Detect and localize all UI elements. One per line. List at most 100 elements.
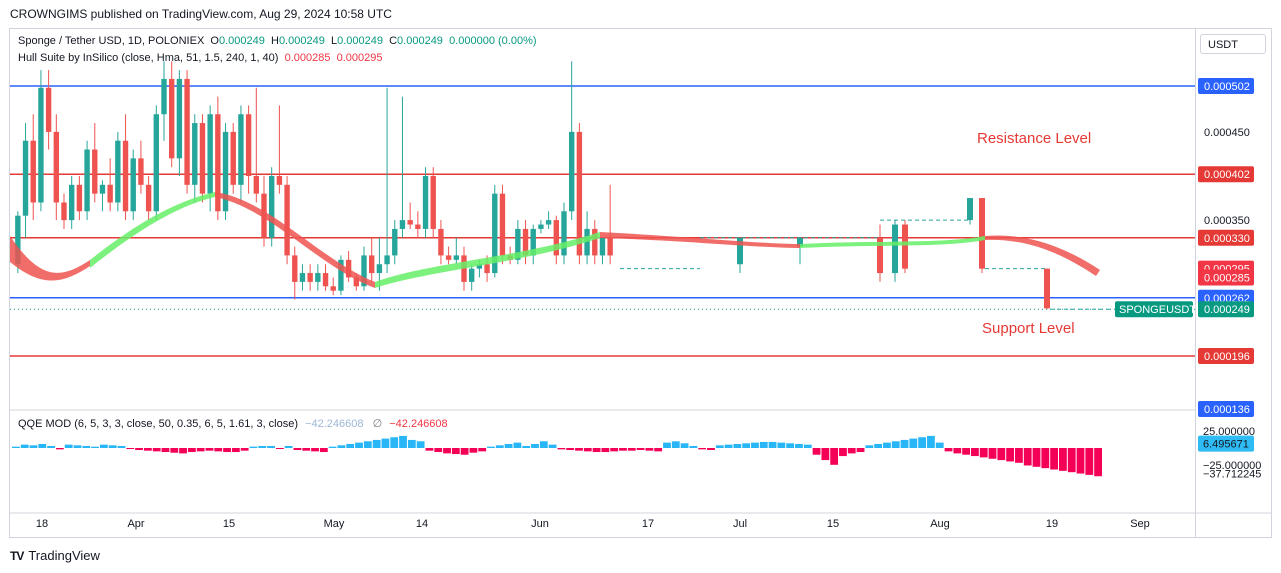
qqe-bar [847,448,856,454]
price-tick-label: 0.000450 [1204,127,1250,139]
candle-body [276,176,283,185]
footer-brand-text: TradingView [28,548,100,563]
qqe-bar [152,448,161,452]
candle-body [184,78,190,185]
qqe-bar [742,443,751,448]
qqe-bar [953,448,962,454]
candle-body [384,255,390,265]
candle-body [607,237,613,256]
qqe-bar [548,444,557,448]
candle-body [376,264,383,274]
qqe-indicator-name[interactable]: QQE MOD (6, 5, 3, 3, close, 50, 0.35, 6,… [18,418,299,430]
qqe-bar [82,445,91,448]
candle-body [69,184,75,221]
qqe-bar [803,444,812,448]
high-label: H [270,35,279,47]
candle-body [453,255,459,260]
candle-body [15,215,21,265]
close-label: C [389,35,398,47]
qqe-bar [583,448,592,452]
qqe-bar [293,448,302,451]
candle-body [122,140,129,212]
candle-body [38,87,44,203]
qqe-bar [223,448,231,453]
qqe-bar [724,444,733,448]
level-price-tag [1198,348,1254,364]
symbol-name[interactable]: Sponge / Tether USD, 1D, POLONIEX [18,35,205,47]
qqe-bar [1085,448,1094,475]
time-tick-label: Jul [733,518,747,530]
time-tick-label: 19 [1046,518,1058,530]
qqe-bar [935,442,944,448]
qqe-bar [99,444,108,448]
qqe-bar [522,445,531,448]
hull-value-2: 0.000295 [336,52,383,64]
qqe-tick-label: −25.000000 [1203,460,1261,472]
candle-body [445,255,452,260]
price-tag [1198,400,1254,417]
candle-body [584,228,590,256]
price-tag-label: 0.000285 [1204,272,1250,284]
candle-body [30,140,36,203]
qqe-bar [1094,448,1102,477]
qqe-bar [416,441,425,448]
qqe-bar [918,437,927,448]
candle-body [422,176,429,229]
qqe-bar [187,448,196,453]
qqe-bar [786,443,795,448]
qqe-bar [64,444,73,448]
candle-body [415,224,421,229]
qqe-bar [1023,448,1032,466]
candle-body [230,131,236,185]
time-tick-label: 17 [642,518,654,530]
candle-body [292,255,298,282]
hull-indicator-name[interactable]: Hull Suite by InSilico (close, Hma, 51, … [18,52,279,64]
candle-body [553,220,559,256]
support-annotation: Support Level [982,320,1075,337]
candle-body [361,255,367,287]
qqe-bar [539,441,548,448]
qqe-bar [874,443,883,448]
qqe-bar [240,448,249,451]
candle-body [492,193,498,274]
time-tick-label: Aug [930,518,950,530]
candle-body [45,87,52,132]
candle-body [207,114,213,194]
qqe-bar [531,443,539,448]
price-tag [1198,301,1254,318]
candle-body [145,184,152,212]
qqe-bar [900,439,909,448]
candle-body [877,237,883,274]
candle-body [538,224,544,229]
candle-body [245,114,252,176]
qqe-bar [988,448,997,459]
candle-body [438,228,444,256]
qqe-bar [460,448,469,455]
qqe-bar [1032,448,1041,467]
qqe-bar [1041,448,1050,469]
qqe-bar [839,448,847,457]
qqe-bar [865,445,874,448]
qqe-bar [830,448,839,465]
qqe-bar [557,448,566,450]
qqe-bar [407,439,416,448]
qqe-bar [698,448,707,450]
resistance-annotation: Resistance Level [977,130,1092,147]
qqe-bar [909,438,918,448]
qqe-bar [372,439,381,448]
qqe-bar [997,448,1006,461]
footer-brand[interactable]: TV TradingView [10,548,100,563]
qqe-bar [337,445,346,448]
qqe-bar [971,448,979,457]
qqe-value-tag [1198,435,1254,452]
candle-body [522,228,529,256]
qqe-bar [179,448,187,454]
qqe-bar [249,446,258,448]
high-value: 0.000249 [278,35,325,47]
qqe-bar [311,448,319,452]
level-price-tag [1198,229,1254,246]
chart-frame [9,28,1196,538]
candle-body [469,268,475,282]
currency-selector[interactable]: USDT [1200,34,1266,54]
